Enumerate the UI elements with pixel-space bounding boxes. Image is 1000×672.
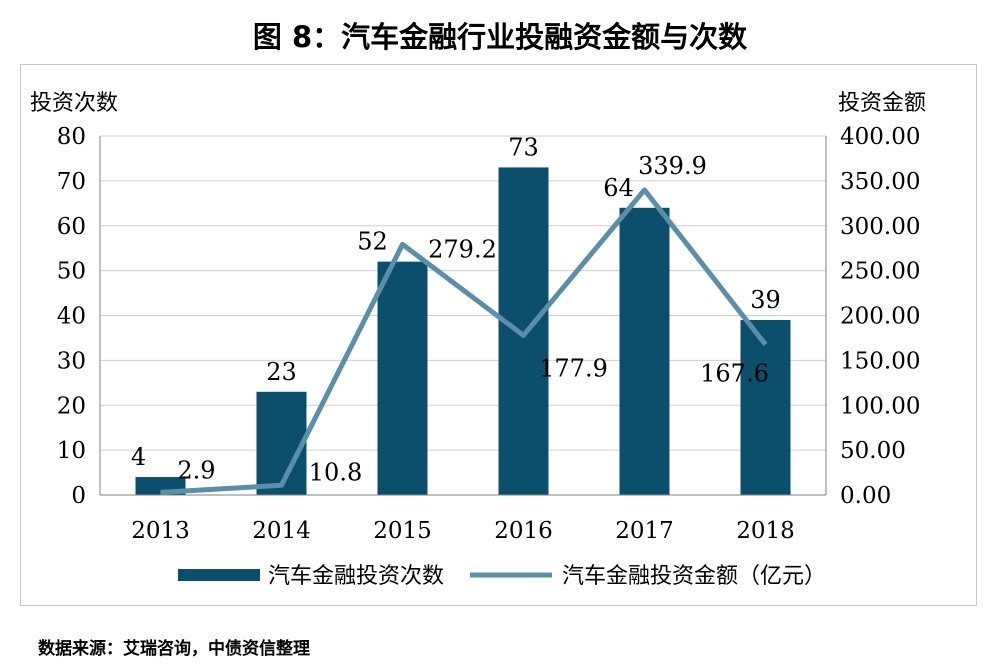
left-axis-title: 投资次数 [30,91,118,116]
left-tick-label: 80 [57,124,86,150]
gridlines [100,135,826,451]
left-tick-label: 30 [57,348,86,374]
x-tick-label: 2018 [736,518,795,544]
right-tick-label: 250.00 [840,259,920,285]
chart-title: 图 8：汽车金融行业投融资金额与次数 [252,20,748,54]
legend-bar-label: 汽车金融投资次数 [268,564,444,589]
bar-data-label: 52 [357,228,388,256]
line-path [160,187,768,495]
line-data-label: 10.8 [309,458,362,486]
legend: 汽车金融投资次数 汽车金融投资金额（亿元） [178,564,826,589]
x-tick-label: 2014 [252,518,311,544]
line-data-label: 279.2 [428,235,497,263]
bar-series [135,167,791,496]
right-tick-label: 150.00 [840,348,920,374]
left-tick-label: 70 [57,169,86,195]
bar [498,167,549,495]
left-tick-label: 50 [57,259,86,285]
x-tick-label: 2015 [373,518,432,544]
bar-data-label: 23 [266,358,297,386]
right-tick-label: 0.00 [840,483,891,509]
right-axis-title: 投资金额 [838,91,926,116]
bar-data-label: 64 [603,174,634,202]
x-tick-label: 2016 [494,518,553,544]
bar [377,261,428,495]
line-data-label: 339.9 [638,152,707,180]
axes: 0 10 20 30 40 50 60 70 80 0.00 50.00 100.00 150.00 20… [57,124,921,544]
left-tick-label: 40 [57,304,86,330]
legend-line-label: 汽车金融投资金额（亿元） [562,564,826,589]
right-tick-label: 50.00 [840,438,906,464]
line-data-label: 167.6 [700,360,769,388]
left-tick-label: 10 [57,438,86,464]
bar [256,391,307,495]
left-tick-label: 60 [57,214,86,240]
line-series [160,187,768,495]
right-tick-label: 300.00 [840,214,920,240]
right-tick-label: 400.00 [840,124,920,150]
source-note: 数据来源：艾瑞咨询，中债资信整理 [38,639,310,659]
bar [740,319,791,495]
chart-frame [20,64,977,606]
data-labels: 4 23 52 73 64 39 2.9 10.8 279.2 177.9 339.9 167.6 [131,133,781,486]
x-tick-label: 2017 [615,518,674,544]
legend-bar-swatch [178,569,260,581]
right-tick-label: 350.00 [840,169,920,195]
bar-data-label: 39 [750,286,781,314]
left-tick-label: 20 [57,393,86,419]
bar [619,207,670,496]
bar-data-label: 73 [508,133,539,161]
line-data-label: 177.9 [539,354,608,382]
bar-data-label: 4 [131,443,146,471]
right-tick-label: 200.00 [840,304,920,330]
right-tick-label: 100.00 [840,393,920,419]
left-tick-label: 0 [71,483,86,509]
line-data-label: 2.9 [177,456,215,484]
x-tick-label: 2013 [131,518,190,544]
